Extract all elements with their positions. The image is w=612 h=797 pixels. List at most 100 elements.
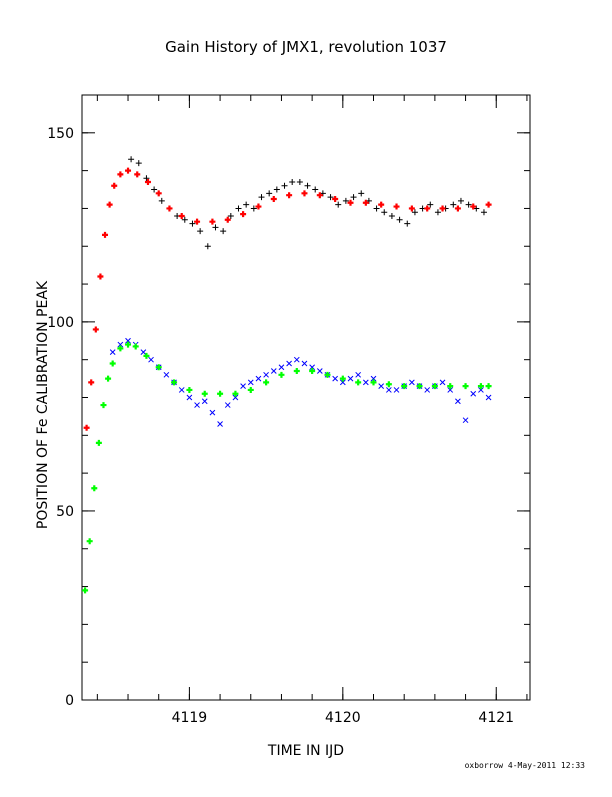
- lower-peak-fit-marker: [485, 383, 492, 390]
- lower-peak-points-marker: [163, 371, 170, 378]
- lower-peak-points-marker: [286, 360, 292, 367]
- upper-peak-points-marker: [220, 228, 227, 235]
- lower-peak-points-marker: [209, 409, 216, 416]
- lower-peak-fit-marker: [201, 390, 208, 397]
- upper-peak-fit-marker: [144, 178, 151, 185]
- lower-peak-points-marker: [109, 349, 116, 355]
- upper-peak-points-marker: [143, 175, 150, 182]
- lower-peak-fit-marker: [309, 368, 316, 375]
- upper-peak-fit-marker: [117, 171, 124, 178]
- lower-peak-points-marker: [232, 394, 239, 401]
- lower-peak-points-marker: [362, 379, 369, 386]
- upper-peak-points-marker: [243, 201, 250, 208]
- lower-peak-points-marker: [186, 394, 193, 401]
- lower-peak-points-marker: [293, 356, 300, 363]
- lower-peak-fit-marker: [247, 386, 254, 393]
- lower-peak-points-marker: [194, 402, 200, 408]
- upper-peak-fit-marker: [378, 201, 385, 208]
- upper-peak-points-marker: [197, 228, 204, 235]
- y-axis-label: POSITION OF Fe CALIBRATION PEAK: [35, 280, 51, 529]
- lower-peak-fit-marker: [86, 538, 93, 545]
- upper-peak-points-marker: [350, 194, 357, 201]
- lower-peak-fit-marker: [416, 383, 423, 390]
- lower-peak-points-marker: [485, 394, 492, 401]
- upper-peak-fit-marker: [470, 203, 477, 210]
- lower-peak-points-marker: [201, 398, 208, 405]
- lower-peak-points-marker: [332, 375, 339, 382]
- lower-peak-points-marker: [447, 387, 454, 393]
- upper-peak-fit-marker: [97, 273, 104, 280]
- chart-title: Gain History of JMX1, revolution 1037: [165, 38, 447, 56]
- upper-peak-points-marker: [342, 197, 349, 204]
- lower-peak-fit-marker: [431, 383, 438, 390]
- upper-peak-fit-marker: [424, 205, 431, 212]
- x-tick-label: 4120: [325, 710, 361, 726]
- lower-peak-points-marker: [424, 387, 431, 393]
- upper-peak-points-marker: [373, 205, 380, 212]
- lower-peak-fit-marker: [401, 383, 408, 390]
- upper-peak-points-marker: [434, 209, 441, 216]
- upper-peak-points-marker: [189, 220, 196, 227]
- lower-peak-fit-marker: [100, 402, 107, 409]
- upper-peak-fit-marker: [106, 201, 113, 208]
- upper-peak-fit-marker: [178, 213, 185, 219]
- lower-peak-fit-marker: [447, 383, 454, 390]
- upper-peak-points-marker: [411, 209, 418, 216]
- upper-peak-points-marker: [404, 220, 411, 227]
- y-tick-label: 50: [56, 504, 74, 520]
- lower-peak-points-marker: [263, 371, 269, 378]
- lower-peak-fit-marker: [293, 368, 300, 375]
- lower-peak-points-marker: [409, 379, 415, 386]
- upper-peak-fit-marker: [224, 216, 231, 223]
- lower-peak-fit-marker: [462, 383, 469, 390]
- lower-peak-fit-marker: [339, 375, 346, 382]
- lower-peak-points-marker: [278, 364, 285, 371]
- upper-peak-points-marker: [427, 201, 434, 208]
- upper-peak-points-marker: [480, 209, 487, 216]
- lower-peak-points-marker: [393, 387, 400, 393]
- upper-peak-points-marker: [289, 178, 296, 185]
- upper-peak-fit-marker: [102, 231, 109, 238]
- upper-peak-points-marker: [388, 213, 395, 219]
- y-tick-label: 100: [47, 315, 74, 331]
- lower-peak-fit-marker: [105, 375, 112, 382]
- lower-peak-points-marker: [439, 379, 446, 386]
- upper-peak-fit-marker: [83, 424, 90, 431]
- upper-peak-points-marker: [396, 216, 403, 223]
- lower-peak-fit-marker: [143, 352, 150, 359]
- lower-peak-points-marker: [355, 371, 362, 378]
- lower-peak-points-marker: [270, 368, 277, 374]
- lower-peak-points-marker: [125, 337, 131, 344]
- lower-peak-points-marker: [309, 364, 315, 371]
- lower-peak-fit-marker: [91, 485, 98, 492]
- lower-peak-points-marker: [178, 387, 185, 393]
- y-tick-label: 150: [47, 126, 74, 142]
- lower-peak-fit-marker: [95, 439, 102, 446]
- upper-peak-points-marker: [258, 194, 265, 201]
- lower-peak-points-marker: [370, 375, 377, 382]
- lower-peak-fit-marker: [82, 587, 89, 594]
- upper-peak-fit-marker: [255, 203, 262, 210]
- lower-peak-points-marker: [316, 368, 323, 374]
- upper-peak-fit-marker: [439, 205, 446, 212]
- lower-peak-points-marker: [339, 379, 346, 386]
- upper-peak-fit-marker: [286, 192, 293, 199]
- upper-peak-points-marker: [465, 201, 472, 208]
- lower-peak-fit-marker: [385, 381, 392, 388]
- lower-peak-fit-marker: [217, 390, 224, 397]
- lower-peak-points-marker: [140, 349, 147, 355]
- upper-peak-fit-marker: [209, 218, 216, 225]
- upper-peak-fit-marker: [134, 171, 141, 178]
- upper-peak-points-marker: [335, 201, 342, 208]
- upper-peak-fit-marker: [362, 199, 369, 206]
- upper-peak-fit-marker: [454, 205, 461, 212]
- lower-peak-points-series: [109, 337, 492, 427]
- lower-peak-points-marker: [117, 341, 124, 348]
- upper-peak-fit-marker: [240, 211, 247, 218]
- lower-peak-fit-marker: [477, 383, 484, 390]
- lower-peak-fit-marker: [278, 371, 285, 378]
- upper-peak-fit-marker: [408, 205, 415, 212]
- x-tick-label: 4121: [478, 710, 514, 726]
- upper-peak-points-marker: [212, 224, 219, 231]
